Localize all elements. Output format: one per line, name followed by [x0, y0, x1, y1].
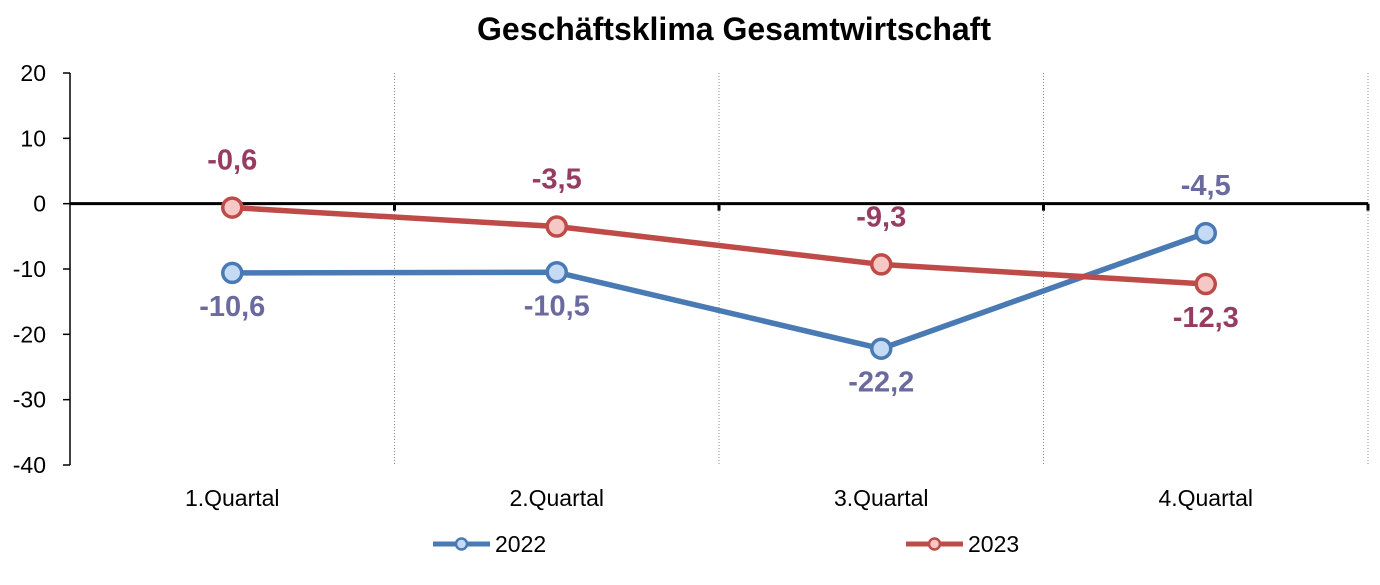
- data-label: -3,5: [532, 164, 582, 196]
- legend: 2022 2023: [433, 531, 1019, 557]
- x-category-label: 3.Quartal: [834, 485, 929, 511]
- y-tick-label: -30: [13, 387, 46, 413]
- y-tick-label: -20: [13, 321, 46, 347]
- y-tick-label: -40: [13, 452, 46, 478]
- data-label: -4,5: [1181, 170, 1231, 202]
- series-2023: -0,6 -3,5 -9,3 -12,3: [207, 145, 1239, 334]
- legend-item-2022: 2022: [433, 531, 546, 557]
- data-label: -0,6: [207, 145, 257, 177]
- data-label: -22,2: [848, 367, 914, 399]
- x-axis-category-labels: 1.Quartal 2.Quartal 3.Quartal 4.Quartal: [185, 485, 1253, 511]
- data-point: [870, 253, 893, 276]
- data-label: -10,6: [199, 291, 265, 323]
- y-tick-label: 10: [20, 125, 46, 151]
- series-line-2023: [229, 204, 1209, 287]
- y-axis-tick-labels: 20 10 0 -10 -20 -30 -40: [13, 60, 46, 478]
- y-tick-label: -10: [13, 256, 46, 282]
- data-label: -9,3: [856, 201, 906, 233]
- y-tick-label: 0: [33, 191, 46, 217]
- legend-label: 2022: [495, 531, 546, 557]
- data-point: [1194, 221, 1217, 245]
- data-point: [221, 261, 244, 285]
- data-point: [545, 215, 568, 238]
- data-point: [545, 261, 568, 284]
- legend-marker: [454, 537, 469, 551]
- data-point: [221, 196, 244, 219]
- series-line-2022: [229, 230, 1209, 352]
- x-category-label: 4.Quartal: [1158, 485, 1253, 511]
- data-point: [870, 337, 893, 360]
- legend-label: 2023: [968, 531, 1019, 557]
- data-point: [1194, 272, 1217, 296]
- x-category-label: 2.Quartal: [509, 485, 604, 511]
- legend-item-2023: 2023: [906, 531, 1019, 557]
- chart-title: Geschäftsklima Gesamtwirtschaft: [477, 11, 991, 47]
- data-label: -12,3: [1173, 302, 1239, 334]
- x-category-label: 1.Quartal: [185, 485, 280, 511]
- series-2022: -10,6 -10,5 -22,2 -4,5: [199, 170, 1231, 399]
- series-layer: -10,6 -10,5 -22,2 -4,5 -0,6 -3,5 -9,3 -12,3: [199, 145, 1239, 399]
- y-tick-label: 20: [20, 60, 46, 86]
- vertical-gridlines: [394, 73, 1369, 465]
- data-label: -10,5: [524, 290, 590, 322]
- legend-marker: [927, 537, 942, 551]
- axes: [63, 72, 1370, 466]
